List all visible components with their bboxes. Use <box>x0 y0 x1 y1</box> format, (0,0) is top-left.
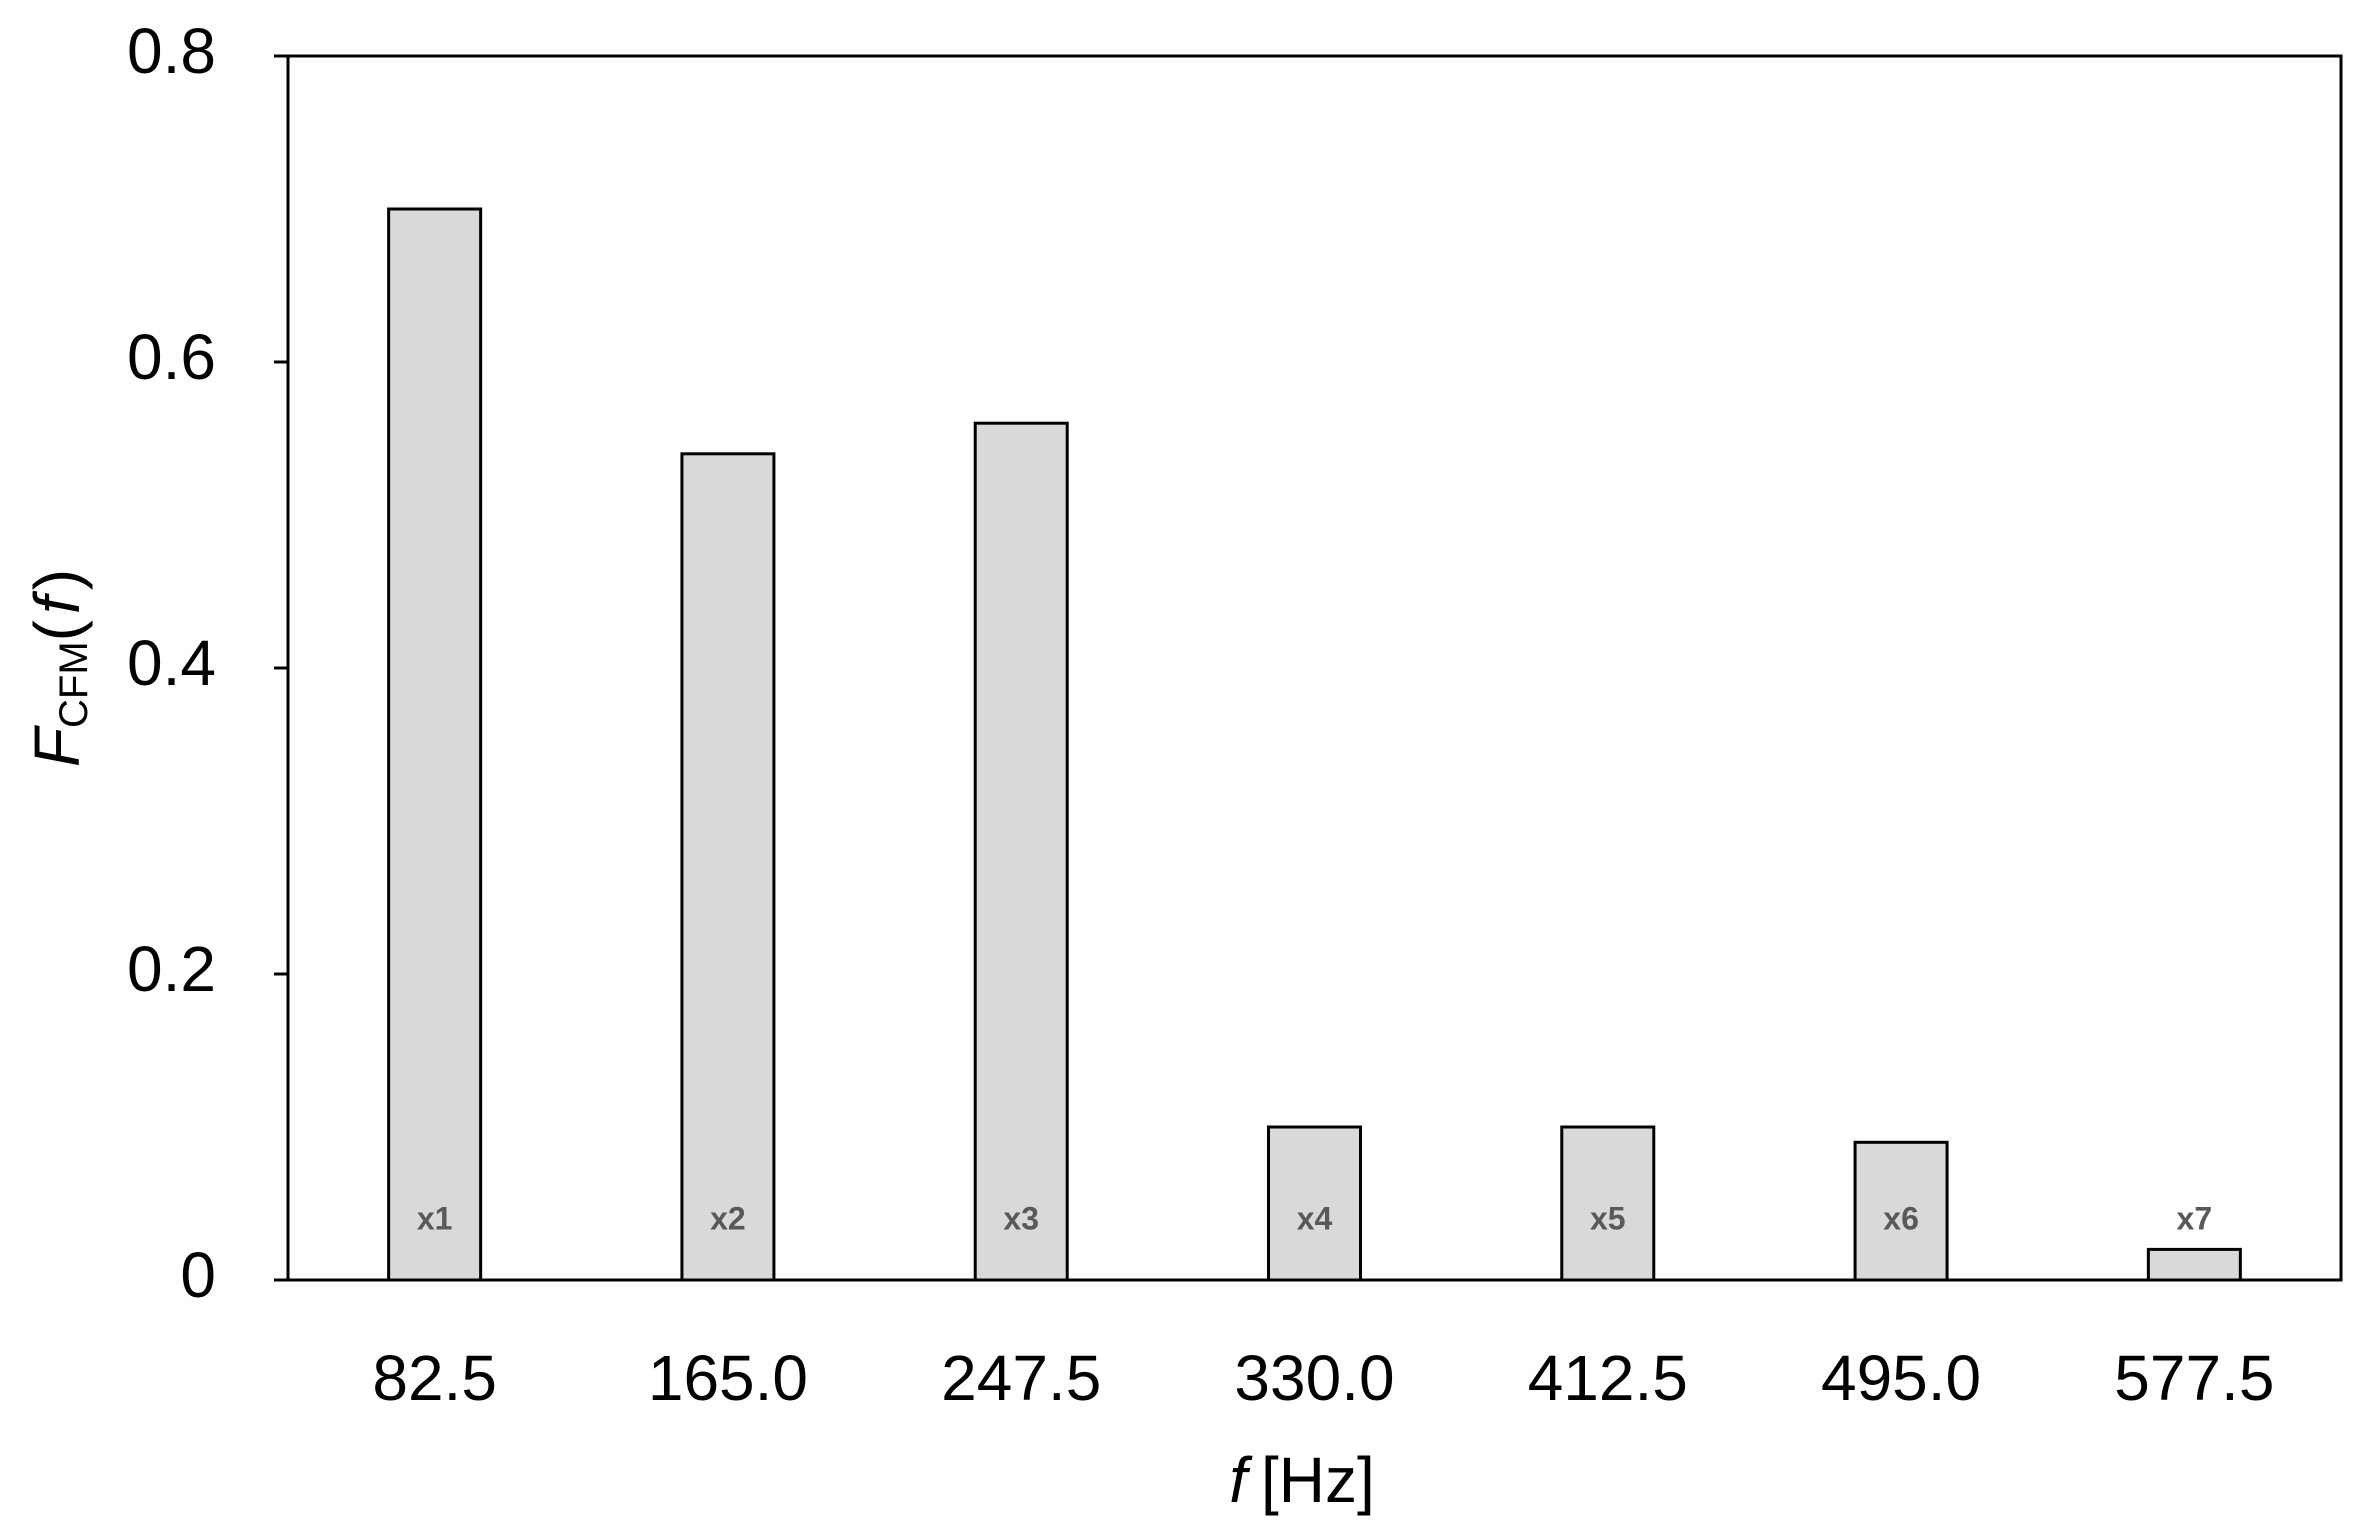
y-axis-label-subscript: CFM <box>52 641 96 728</box>
x-axis-label: f [Hz] <box>1229 1444 1375 1516</box>
bar-label: x6 <box>1883 1200 1919 1236</box>
plot-frame <box>286 54 2343 1282</box>
x-tick-label: 412.5 <box>1528 1342 1688 1414</box>
bar <box>2146 1247 2242 1282</box>
x-tick-label: 330.0 <box>1234 1342 1394 1414</box>
bar <box>387 207 483 1282</box>
bar-label: x4 <box>1297 1200 1333 1236</box>
bar-label: x1 <box>417 1200 453 1236</box>
y-axis-label-paren: ) <box>21 569 93 590</box>
x-tick-label: 495.0 <box>1821 1342 1981 1414</box>
y-axis-label-argument: f <box>21 590 93 614</box>
y-tick-label: 0.4 <box>127 627 216 699</box>
y-axis-label-symbol: F <box>21 724 93 767</box>
y-axis-label-paren: ( <box>21 620 93 641</box>
y-tick-label: 0.8 <box>127 15 216 87</box>
x-tick-label: 165.0 <box>648 1342 808 1414</box>
bar <box>973 421 1069 1282</box>
x-tick-label: 577.5 <box>2114 1342 2274 1414</box>
x-tick-label: 82.5 <box>372 1342 497 1414</box>
bar <box>1267 1125 1362 1282</box>
y-tick-label: 0.6 <box>127 321 216 393</box>
bar-label: x5 <box>1590 1200 1626 1236</box>
x-tick-label: 247.5 <box>941 1342 1101 1414</box>
bar-label: x2 <box>710 1200 746 1236</box>
y-axis-label: FCFM( f) <box>21 569 96 767</box>
bar <box>680 452 776 1282</box>
y-tick-label: 0.2 <box>127 933 216 1005</box>
y-tick-label: 0 <box>180 1239 216 1311</box>
x-axis-label-symbol: f <box>1229 1444 1253 1516</box>
bar-label: x7 <box>2177 1200 2213 1236</box>
bar <box>1853 1140 1949 1282</box>
bar-label: x3 <box>1003 1200 1039 1236</box>
x-axis-label-unit: [Hz] <box>1261 1444 1375 1516</box>
